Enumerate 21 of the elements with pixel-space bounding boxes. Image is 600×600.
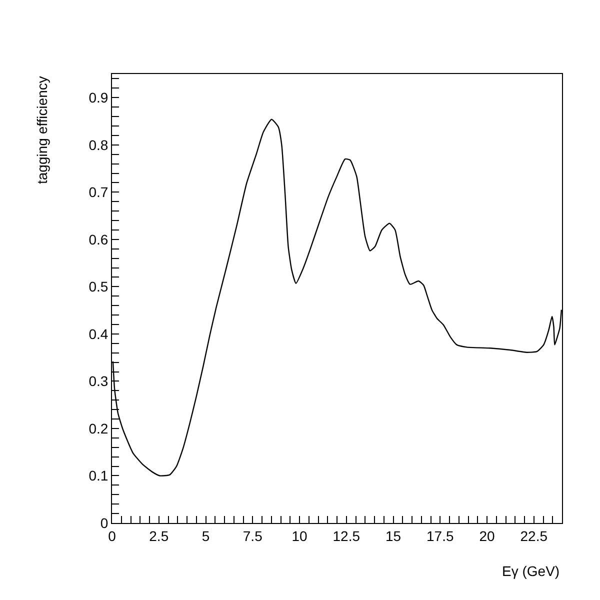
y-tick-label: 0.1 (88, 468, 108, 484)
y-tick-label: 0.4 (88, 326, 108, 342)
x-tick-label: 7.5 (242, 528, 263, 544)
y-axis-title: tagging efficiency (34, 76, 50, 184)
x-tick-label: 2.5 (149, 528, 169, 544)
y-tick-label: 0.9 (88, 90, 108, 106)
x-tick-label: 10 (292, 528, 308, 544)
y-tick-label: 0.2 (88, 420, 108, 436)
y-tick-label: 0.3 (88, 373, 108, 390)
y-tick-label: 0 (100, 514, 108, 531)
y-tick-label: 0.5 (88, 278, 108, 295)
y-tick-label: 0.6 (88, 231, 108, 248)
x-tick-label: 17.5 (426, 528, 454, 544)
x-tick-label: 22.5 (520, 528, 548, 544)
y-tick-label: 0.8 (88, 136, 108, 153)
x-tick-label: 5 (202, 528, 210, 544)
x-axis-title: Eγ (GeV) (502, 563, 560, 579)
x-tick-label: 12.5 (332, 528, 360, 544)
x-tick-label: 20 (479, 528, 495, 544)
x-tick-label: 15 (385, 528, 402, 544)
y-tick-label: 0.7 (88, 184, 108, 200)
